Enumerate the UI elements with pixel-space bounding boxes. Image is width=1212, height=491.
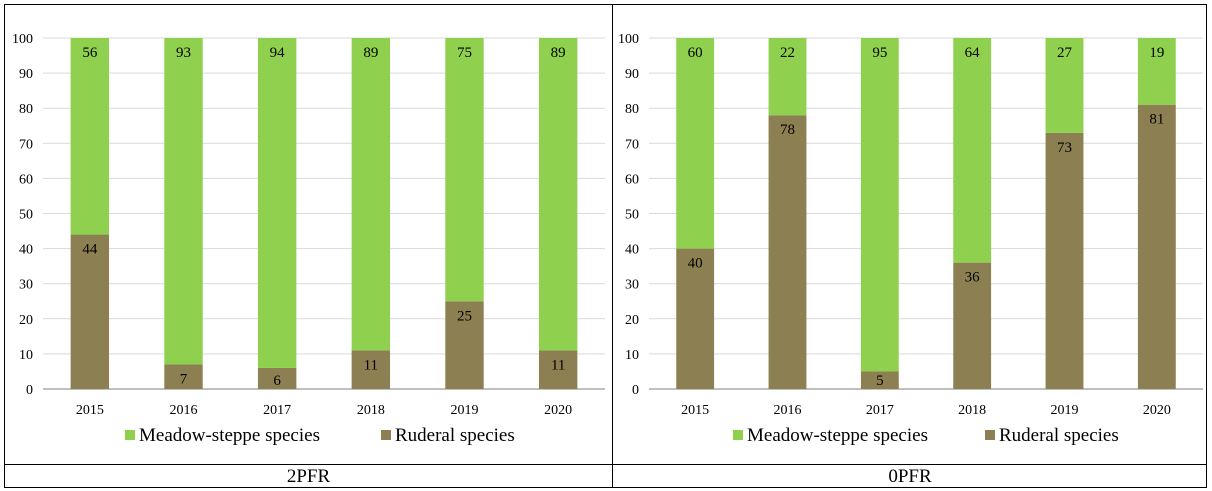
x-tick-label: 2018: [958, 403, 986, 418]
bar-ruderal: [860, 371, 899, 389]
data-label-ruderal: 25: [457, 308, 472, 324]
x-tick-label: 2017: [263, 403, 291, 418]
figure-frame: [4, 4, 1207, 488]
data-label-ruderal: 78: [780, 122, 795, 138]
bar-ruderal: [351, 350, 391, 389]
bar-ruderal: [1045, 132, 1084, 389]
panel-label-2pfr: 2PFR: [286, 466, 331, 487]
data-label-meadow: 22: [780, 45, 795, 61]
panel-label-0pfr: 0PFR: [888, 466, 932, 487]
y-tick-label: 100: [12, 32, 33, 47]
data-label-ruderal: 11: [551, 357, 565, 373]
bar-ruderal: [257, 367, 297, 389]
y-tick-label: 20: [19, 313, 33, 328]
caption-divider: [4, 464, 1207, 465]
y-tick-label: 50: [625, 208, 639, 223]
chart-2pfr: 0 10 20 30 40 50 60 70 80 90 100 56 44 2015 93 7 2016 94 6…: [12, 32, 605, 446]
data-label-ruderal: 81: [1149, 112, 1164, 128]
y-tick-label: 10: [19, 348, 33, 363]
y-tick-label: 10: [625, 348, 639, 363]
panel-divider: [612, 4, 613, 488]
bar-meadow: [1045, 38, 1084, 133]
data-label-ruderal: 11: [364, 357, 378, 373]
bar-ruderal: [538, 350, 578, 389]
bar-ruderal: [1137, 104, 1176, 389]
data-label-ruderal: 7: [180, 371, 188, 387]
legend-swatch: [985, 430, 995, 440]
data-label-meadow: 75: [457, 45, 472, 61]
y-tick-label: 30: [625, 278, 639, 293]
x-tick-label: 2016: [170, 403, 198, 418]
data-label-meadow: 93: [176, 45, 191, 61]
x-tick-label: 2016: [774, 403, 802, 418]
y-tick-label: 100: [618, 32, 639, 47]
legend-label: Ruderal species: [999, 425, 1119, 446]
bar-ruderal: [164, 364, 203, 389]
x-tick-label: 2020: [1143, 403, 1171, 418]
y-tick-label: 80: [625, 102, 639, 117]
y-tick-label: 70: [19, 137, 33, 152]
bar-meadow: [768, 38, 807, 116]
y-tick-label: 30: [19, 278, 33, 293]
data-label-ruderal: 5: [876, 373, 884, 389]
legend-swatch: [733, 430, 743, 440]
data-label-meadow: 95: [872, 45, 887, 61]
bar-meadow: [1137, 38, 1176, 105]
bar-meadow: [70, 38, 110, 235]
bar-ruderal: [768, 115, 807, 389]
bar-meadow: [351, 38, 391, 351]
data-label-ruderal: 40: [688, 256, 703, 272]
y-tick-label: 90: [625, 67, 639, 82]
bar-ruderal: [953, 262, 992, 389]
y-tick-label: 90: [19, 67, 33, 82]
data-label-meadow: 60: [688, 45, 703, 61]
legend-swatch: [381, 430, 391, 440]
legend-label: Ruderal species: [395, 425, 515, 446]
bar-ruderal: [70, 234, 110, 389]
y-tick-label: 50: [19, 208, 33, 223]
bar-ruderal: [676, 248, 715, 389]
y-tick-label: 60: [19, 172, 33, 187]
legend-label: Meadow-steppe species: [139, 425, 320, 446]
x-tick-label: 2020: [544, 403, 572, 418]
data-label-meadow: 94: [270, 45, 286, 61]
data-label-ruderal: 44: [82, 242, 98, 258]
x-tick-label: 2015: [76, 403, 104, 418]
y-tick-label: 20: [625, 313, 639, 328]
data-label-ruderal: 73: [1057, 140, 1072, 156]
x-tick-label: 2017: [866, 403, 894, 418]
bar-ruderal: [445, 301, 484, 389]
bar-meadow: [445, 38, 484, 302]
y-tick-label: 70: [625, 137, 639, 152]
data-label-meadow: 27: [1057, 45, 1073, 61]
y-tick-label: 0: [632, 383, 639, 398]
chart-0pfr: 0 10 20 30 40 50 60 70 80 90 100 60 40 2015 22 78 2016 95…: [618, 32, 1203, 446]
data-label-ruderal: 6: [273, 373, 281, 389]
data-label-ruderal: 36: [965, 270, 981, 286]
data-label-meadow: 89: [363, 45, 378, 61]
data-label-meadow: 64: [965, 45, 981, 61]
data-label-meadow: 19: [1149, 45, 1164, 61]
y-tick-label: 0: [26, 383, 33, 398]
y-tick-label: 60: [625, 172, 639, 187]
bar-meadow: [953, 38, 992, 263]
bar-meadow: [164, 38, 203, 365]
bar-meadow: [676, 38, 715, 249]
bar-meadow: [538, 38, 578, 351]
y-tick-label: 40: [625, 243, 639, 258]
x-tick-label: 2015: [681, 403, 709, 418]
data-label-meadow: 56: [82, 45, 98, 61]
legend-label: Meadow-steppe species: [747, 425, 928, 446]
y-tick-label: 40: [19, 243, 33, 258]
y-tick-label: 80: [19, 102, 33, 117]
bar-meadow: [860, 38, 899, 372]
x-tick-label: 2019: [1051, 403, 1079, 418]
x-tick-label: 2018: [357, 403, 385, 418]
bar-meadow: [257, 38, 297, 368]
data-label-meadow: 89: [551, 45, 566, 61]
legend-swatch: [125, 430, 135, 440]
x-tick-label: 2019: [451, 403, 479, 418]
